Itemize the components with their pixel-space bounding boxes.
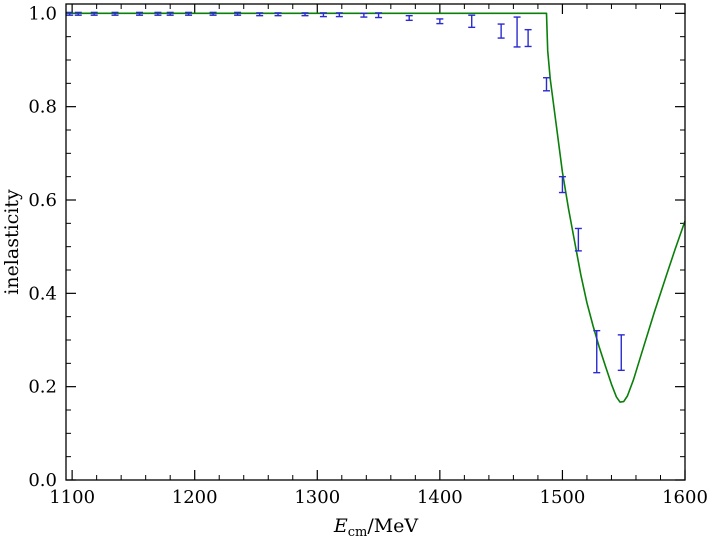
data-point <box>274 12 282 17</box>
x-tick-label: 1400 <box>417 487 463 508</box>
data-point <box>185 11 193 16</box>
data-point <box>301 12 309 17</box>
x-axis-label: Ecm/MeV <box>333 515 419 539</box>
x-tick-labels: 1100 1200 1300 1400 1500 1600 <box>49 487 708 508</box>
data-point <box>166 11 174 16</box>
data-point <box>574 227 582 252</box>
data-point <box>360 12 368 18</box>
data-point <box>593 329 601 374</box>
y-tick-label: 0.8 <box>28 97 57 118</box>
data-point <box>234 11 242 16</box>
data-point <box>136 11 144 16</box>
x-tick-label: 1300 <box>294 487 340 508</box>
y-tick-label: 0.2 <box>28 377 57 398</box>
data-point <box>405 14 413 22</box>
model-curve-layer <box>66 12 686 403</box>
x-tick-label: 1100 <box>49 487 95 508</box>
data-point <box>558 175 566 194</box>
x-axis-label-subscript: cm <box>348 525 368 539</box>
data-point <box>74 11 82 16</box>
data-point <box>542 77 550 92</box>
y-tick-label: 0.6 <box>28 190 57 211</box>
data-point <box>335 12 343 18</box>
y-tick-label: 1.0 <box>28 3 57 24</box>
x-tick-label: 1600 <box>662 487 708 508</box>
data-point <box>497 23 505 39</box>
axis-ticks <box>66 4 686 481</box>
y-axis-label: inelasticity <box>1 189 23 295</box>
x-tick-label: 1200 <box>172 487 218 508</box>
data-point <box>375 12 383 19</box>
data-point <box>524 28 532 48</box>
data-point <box>513 16 521 48</box>
data-point <box>319 12 327 18</box>
x-tick-label: 1500 <box>540 487 586 508</box>
y-tick-label: 0.4 <box>28 283 57 304</box>
data-point <box>256 12 264 17</box>
x-axis-label-symbol: E <box>333 515 348 537</box>
data-point <box>154 11 162 16</box>
y-tick-label: 0.0 <box>28 470 57 491</box>
data-point <box>468 14 476 29</box>
data-point <box>617 334 625 372</box>
plot-frame <box>65 3 686 481</box>
data-point <box>111 11 119 16</box>
data-point <box>66 11 74 16</box>
data-points-layer <box>66 11 625 374</box>
y-tick-labels: 0.0 0.2 0.4 0.6 0.8 1.0 <box>28 3 57 491</box>
model-curve <box>66 12 686 403</box>
data-point <box>90 11 98 16</box>
data-point <box>209 11 217 16</box>
data-point <box>436 18 444 25</box>
x-axis-label-unit: /MeV <box>367 515 418 537</box>
